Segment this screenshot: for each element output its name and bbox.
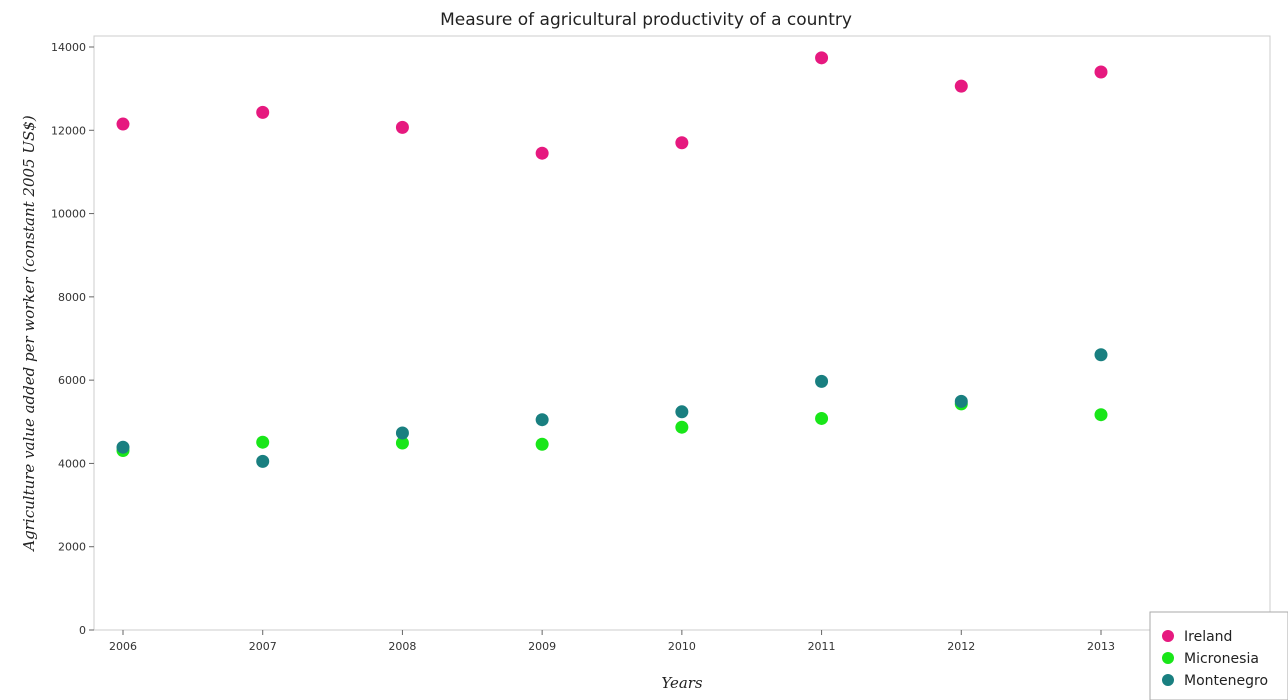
x-tick-label: 2006: [109, 640, 137, 653]
y-tick-label: 8000: [58, 291, 86, 304]
point-ireland-2012: [954, 79, 968, 93]
point-micronesia-2007: [256, 435, 270, 449]
y-tick-label: 10000: [51, 208, 86, 221]
point-montenegro-2011: [815, 374, 829, 388]
y-axis: 0 2000 4000 6000 8000 10000 12000 14000: [51, 41, 94, 637]
point-montenegro-2009: [535, 413, 549, 427]
point-micronesia-2013: [1094, 408, 1108, 422]
point-montenegro-2013: [1094, 348, 1108, 362]
point-ireland-2008: [395, 120, 409, 134]
x-tick-label: 2008: [388, 640, 416, 653]
point-montenegro-2012: [954, 394, 968, 408]
point-micronesia-2011: [815, 411, 829, 425]
legend-label-ireland: Ireland: [1184, 629, 1232, 645]
data-points: [116, 51, 1108, 468]
y-tick-label: 4000: [58, 457, 86, 470]
point-ireland-2013: [1094, 65, 1108, 79]
y-tick-label: 6000: [58, 374, 86, 387]
x-axis: 2006 2007 2008 2009 2010 2011 2012 2013: [109, 630, 1115, 653]
x-tick-label: 2011: [808, 640, 836, 653]
point-ireland-2011: [815, 51, 829, 65]
x-tick-label: 2013: [1087, 640, 1115, 653]
x-tick-label: 2009: [528, 640, 556, 653]
legend-marker-micronesia: [1162, 652, 1174, 664]
legend: Ireland Micronesia Montenegro: [1149, 611, 1288, 700]
point-micronesia-2008: [395, 436, 409, 450]
point-montenegro-2010: [675, 405, 689, 419]
legend-marker-montenegro: [1162, 674, 1174, 686]
point-montenegro-2008: [395, 426, 409, 440]
y-tick-label: 0: [79, 624, 86, 637]
y-tick-label: 14000: [51, 41, 86, 54]
point-ireland-2006: [116, 117, 130, 131]
x-tick-label: 2010: [668, 640, 696, 653]
point-micronesia-2010: [675, 420, 689, 434]
legend-marker-ireland: [1162, 630, 1174, 642]
legend-label-montenegro: Montenegro: [1184, 673, 1268, 689]
point-montenegro-2006: [116, 440, 130, 454]
point-montenegro-2007: [256, 454, 270, 468]
y-axis-label: Agriculture value added per worker (cons…: [20, 115, 38, 553]
point-ireland-2007: [256, 105, 270, 119]
point-micronesia-2009: [535, 437, 549, 451]
x-tick-label: 2007: [249, 640, 277, 653]
plot-area: [93, 35, 1271, 631]
point-ireland-2010: [675, 136, 689, 150]
x-tick-label: 2012: [947, 640, 975, 653]
y-tick-label: 12000: [51, 124, 86, 137]
y-tick-label: 2000: [58, 541, 86, 554]
chart-title: Measure of agricultural productivity of …: [440, 10, 852, 30]
legend-label-micronesia: Micronesia: [1184, 651, 1259, 667]
point-ireland-2009: [535, 146, 549, 160]
x-axis-label: Years: [661, 674, 703, 692]
